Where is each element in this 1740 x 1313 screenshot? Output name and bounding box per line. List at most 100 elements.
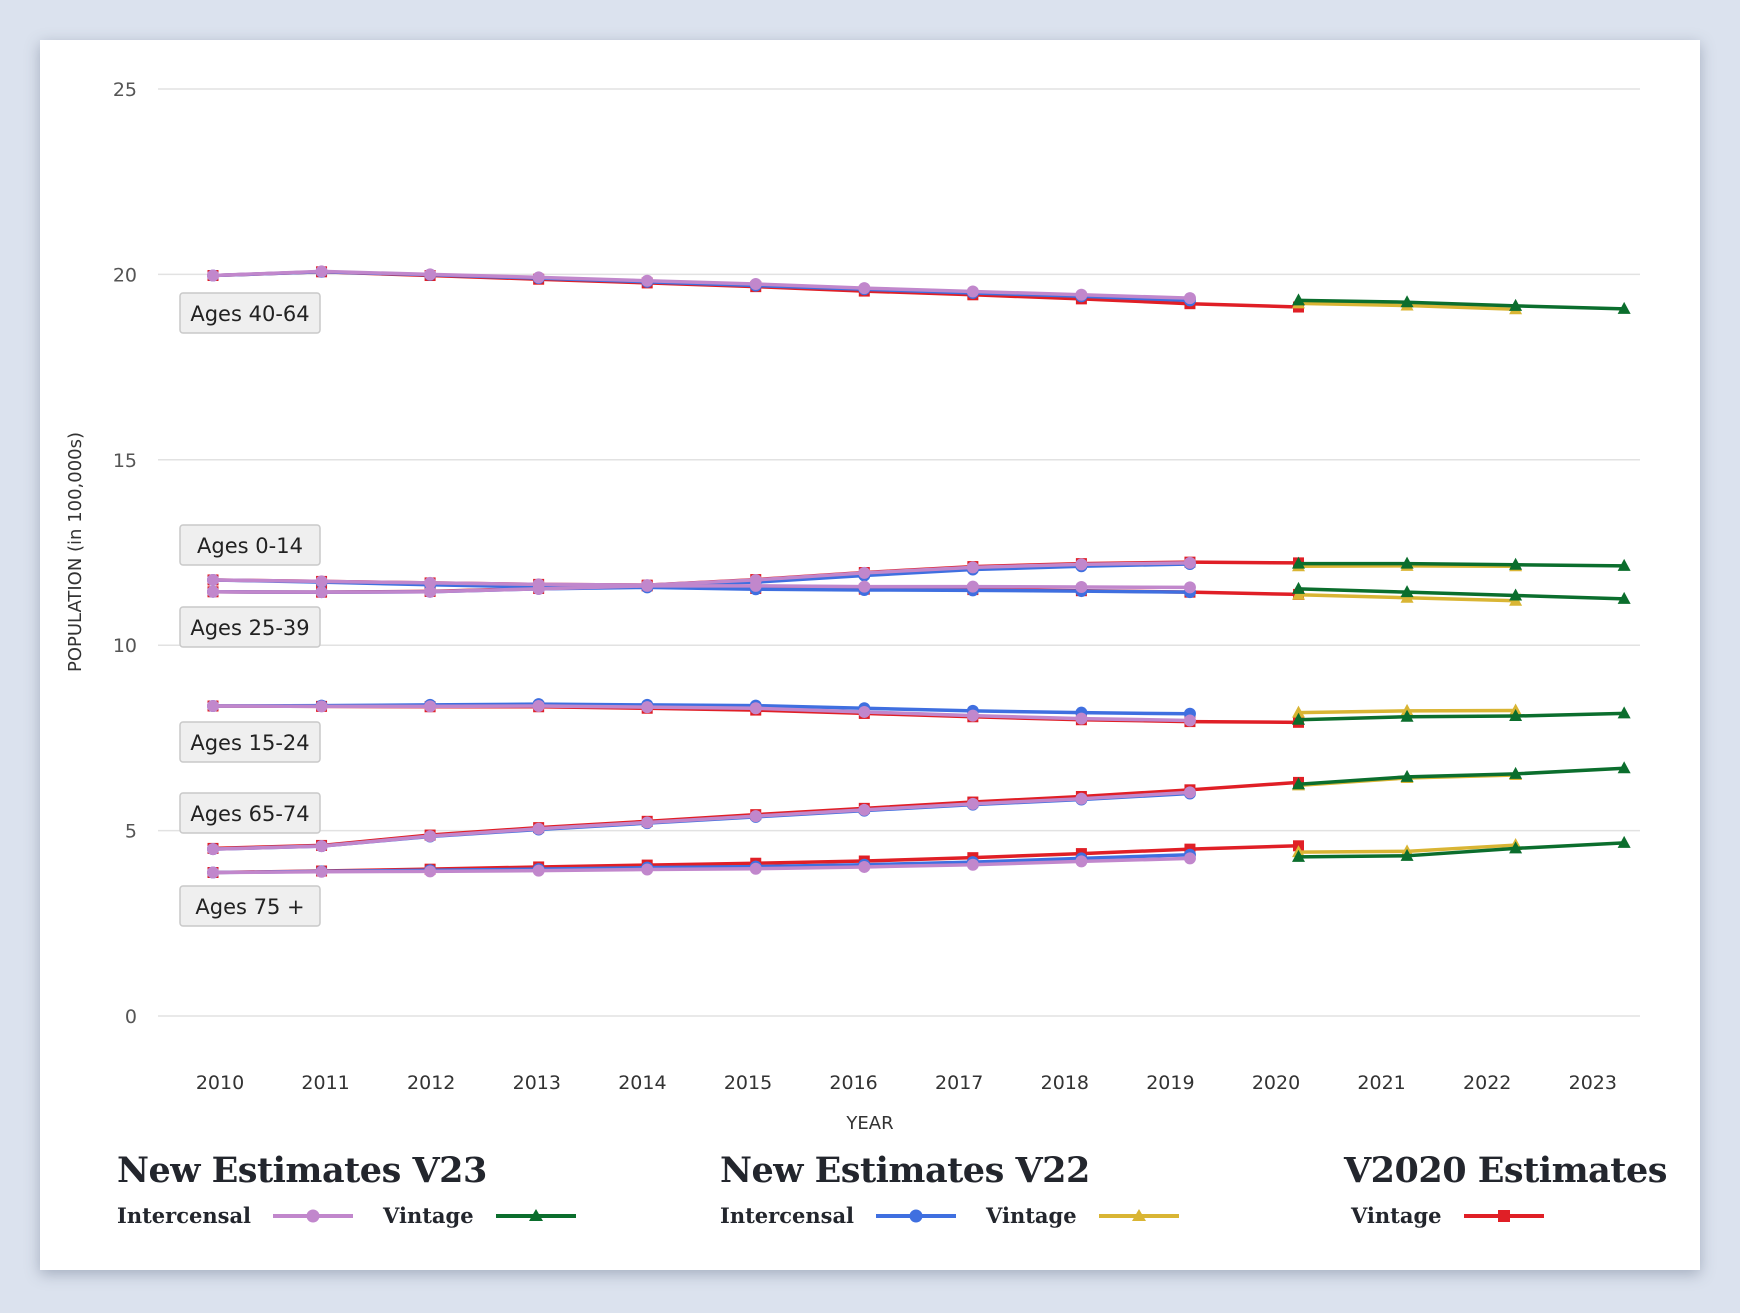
series-line — [212, 790, 1191, 851]
y-tick-label: 5 — [125, 821, 137, 843]
data-point-triangle — [1617, 558, 1631, 571]
data-point-circle — [966, 858, 979, 871]
data-point-triangle — [1292, 777, 1305, 790]
data-point-circle — [532, 582, 545, 595]
data-point-triangle — [1509, 298, 1523, 311]
data-point-circle — [532, 700, 545, 713]
x-tick-label: 2015 — [724, 1072, 772, 1094]
data-point-triangle — [1509, 557, 1523, 570]
x-tick-label: 2018 — [1041, 1072, 1089, 1094]
data-point-triangle — [1400, 709, 1414, 722]
series-line — [1298, 587, 1625, 601]
data-point-circle — [858, 705, 871, 718]
data-point-circle — [424, 585, 437, 598]
data-point-circle — [207, 700, 219, 713]
data-point-circle — [966, 580, 979, 593]
data-point-circle — [424, 700, 437, 713]
data-point-circle — [966, 285, 979, 298]
x-tick-label: 2020 — [1252, 1072, 1300, 1094]
data-point-circle — [207, 843, 219, 856]
age-group-label: Ages 25-39 — [179, 606, 321, 648]
data-point-circle — [641, 274, 654, 287]
legend-item-label: Intercensal — [720, 1203, 855, 1228]
data-point-circle — [315, 700, 328, 713]
data-point-circle — [207, 573, 219, 586]
data-point-circle — [858, 803, 871, 816]
data-point-circle — [858, 566, 871, 579]
legend-title: V2020 Estimates — [1344, 1150, 1667, 1191]
series-v23_vintage — [1292, 293, 1631, 314]
legend-title: New Estimates V22 — [720, 1150, 1090, 1191]
series-line — [1298, 298, 1625, 311]
data-point-circle — [641, 701, 654, 714]
data-point-circle — [966, 709, 979, 722]
y-axis-ticks: 0 5 10 15 20 25 — [113, 79, 137, 1028]
y-tick-label: 15 — [113, 450, 137, 472]
x-tick-label: 2010 — [196, 1072, 244, 1094]
data-point-circle — [315, 865, 328, 878]
series-v23_vintage — [1292, 581, 1631, 604]
x-tick-label: 2016 — [829, 1072, 877, 1094]
data-point-triangle — [1617, 835, 1631, 848]
legend-item-label: Vintage — [986, 1203, 1077, 1228]
age-group-label: Ages 75 + — [179, 885, 321, 927]
data-point-circle — [641, 816, 654, 829]
legend-group-v2020: V2020 Estimates Vintage — [1344, 1150, 1667, 1228]
x-tick-label: 2014 — [618, 1072, 666, 1094]
x-axis-ticks: 2010 2011 2012 2013 2014 2015 2016 2017 2018 2019… — [196, 1072, 1617, 1094]
data-point-triangle — [1509, 709, 1523, 722]
data-point-circle — [424, 830, 437, 843]
x-tick-label: 2023 — [1569, 1072, 1617, 1094]
y-axis-title: POPULATION (in 100,000s) — [65, 432, 86, 672]
series-v23_intercensal — [207, 786, 1196, 856]
data-point-circle — [315, 840, 328, 853]
data-point-circle — [1183, 292, 1196, 305]
legend-swatch-circle-icon — [876, 1209, 957, 1222]
series-v23_intercensal — [207, 265, 1196, 305]
age-group-label: Ages 0-14 — [179, 524, 321, 566]
series-v23_vintage — [1292, 835, 1631, 862]
data-point-triangle — [1509, 588, 1523, 601]
data-point-triangle — [1400, 848, 1414, 861]
data-point-circle — [315, 586, 328, 599]
data-point-circle — [1075, 712, 1088, 725]
age-group-label: Ages 15-24 — [179, 721, 321, 763]
legend-group-v23: New Estimates V23 Intercensal Vintage — [117, 1150, 606, 1228]
age-group-label: Ages 65-74 — [179, 792, 321, 834]
data-point-circle — [1183, 714, 1196, 727]
series-line — [1298, 711, 1625, 722]
data-point-triangle — [1292, 705, 1305, 718]
data-point-circle — [207, 866, 219, 879]
data-point-triangle — [1617, 591, 1631, 604]
legend-item-label: Intercensal — [117, 1203, 252, 1228]
age-label-text: Ages 65-74 — [190, 802, 309, 826]
age-label-box — [179, 292, 321, 334]
data-point-triangle — [1400, 769, 1414, 782]
data-point-circle — [749, 862, 762, 875]
series-v23_intercensal — [207, 700, 1196, 727]
data-point-circle — [207, 585, 219, 598]
data-point-circle — [641, 863, 654, 876]
x-axis-title: YEAR — [845, 1113, 893, 1134]
data-point-triangle — [1292, 849, 1305, 862]
x-tick-label: 2012 — [407, 1072, 455, 1094]
series-lines — [207, 265, 1631, 879]
x-tick-label: 2011 — [301, 1072, 349, 1094]
data-point-circle — [641, 579, 654, 592]
data-point-circle — [858, 580, 871, 593]
x-tick-label: 2022 — [1463, 1072, 1511, 1094]
data-point-circle — [1075, 288, 1088, 301]
data-point-circle — [749, 278, 762, 291]
age-label-box — [179, 792, 321, 834]
data-point-triangle — [1400, 295, 1414, 308]
data-point-circle — [1183, 556, 1196, 569]
data-point-triangle — [1292, 556, 1305, 569]
data-point-triangle — [1400, 585, 1414, 598]
data-point-circle — [315, 575, 328, 588]
data-point-triangle — [1617, 706, 1631, 719]
legend-group-v22: New Estimates V22 Intercensal Vintage — [720, 1150, 1209, 1228]
data-point-circle — [749, 810, 762, 823]
age-label-text: Ages 40-64 — [190, 302, 309, 326]
data-point-circle — [424, 268, 437, 281]
data-point-triangle — [1400, 556, 1414, 569]
